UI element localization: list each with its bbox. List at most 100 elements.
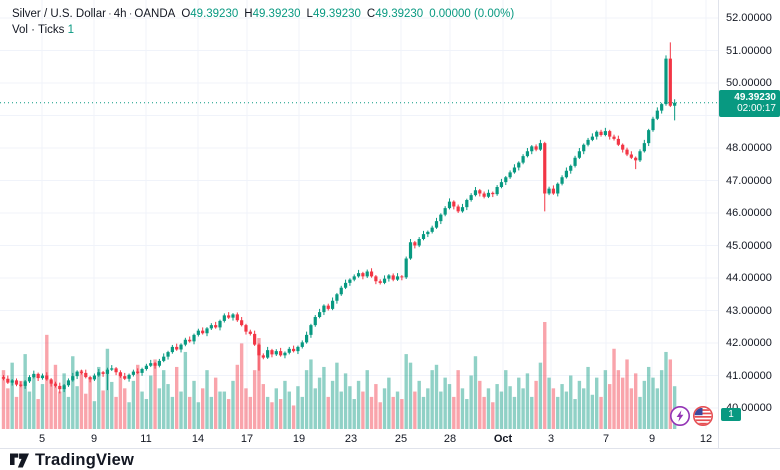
volume-bar: [382, 388, 387, 429]
candle-body: [140, 369, 144, 373]
volume-bar: [473, 356, 478, 429]
candle-body: [482, 193, 486, 197]
low-key: L: [306, 8, 313, 20]
candle-body: [335, 294, 339, 301]
volume-bar: [538, 362, 543, 429]
candle-body: [378, 281, 382, 283]
us-flag-event-icon[interactable]: [692, 405, 714, 427]
candle-body: [97, 372, 101, 376]
volume-bar: [196, 402, 201, 429]
volume-bar: [278, 399, 283, 429]
volume-bar: [356, 380, 361, 429]
candle-body: [391, 275, 395, 280]
volume-bar: [517, 377, 521, 429]
candle-body: [673, 102, 677, 106]
current-price-badge: 49.39230 02:00:17: [719, 89, 780, 117]
volume-bar: [508, 386, 512, 429]
candle-body: [322, 305, 326, 313]
volume-bar: [49, 380, 53, 429]
candle-body: [577, 151, 581, 158]
volume-bar: [114, 396, 118, 429]
volume-bar: [140, 391, 144, 429]
volume-bar: [300, 396, 304, 429]
volume-bar: [14, 396, 19, 429]
volume-bar: [88, 377, 92, 429]
volume-bar: [612, 348, 616, 429]
volume-bar: [40, 384, 45, 429]
price-axis-label: 41.00000: [726, 369, 772, 382]
candle-body: [84, 372, 88, 378]
volume-bar: [577, 380, 582, 429]
candle-body: [231, 314, 235, 318]
time-axis-label: 14: [191, 433, 205, 445]
volume-bar: [127, 402, 131, 429]
volume-bar: [66, 396, 71, 429]
volume-bar: [642, 380, 647, 429]
close-value: 49.39230: [375, 8, 424, 20]
volume-bar: [460, 388, 465, 429]
candle-body: [110, 368, 114, 370]
candle-body: [348, 279, 352, 283]
volume-bar: [136, 364, 140, 429]
candle-body: [560, 177, 564, 184]
volume-bar: [633, 373, 638, 429]
volume-bar: [590, 394, 595, 429]
volume-bar: [625, 359, 629, 429]
candle-body: [101, 372, 105, 374]
interval-label[interactable]: 4h: [113, 8, 127, 20]
volume-bar: [218, 391, 222, 429]
time-axis-label: 11: [140, 433, 152, 445]
volume-bar: [209, 396, 214, 429]
tradingview-logo[interactable]: TradingView: [10, 451, 134, 470]
candle-body: [170, 346, 174, 353]
volume-bar: [326, 396, 330, 429]
symbol-legend-row[interactable]: Silver / U.S. Dollar · 4h · OANDA O49.39230 H4…: [12, 7, 514, 21]
volume-bar: [629, 388, 634, 429]
time-axis-label: 17: [240, 433, 254, 445]
economic-event-icon[interactable]: [669, 405, 691, 427]
candle-body: [58, 385, 62, 390]
candle-body: [365, 271, 369, 277]
volume-bar: [603, 370, 608, 429]
volume-bar: [265, 396, 270, 429]
candle-body: [430, 227, 434, 232]
volume-bar: [157, 388, 162, 429]
candle-body: [543, 143, 547, 194]
candle-body: [504, 177, 508, 183]
candle-body: [36, 373, 40, 379]
candle-body: [426, 231, 430, 235]
volume-bar: [525, 373, 530, 429]
candle-body: [374, 276, 378, 282]
volume-bar: [131, 380, 136, 429]
exchange-label[interactable]: OANDA: [134, 8, 176, 20]
volume-bar: [352, 399, 356, 429]
symbol-title[interactable]: Silver / U.S. Dollar: [12, 8, 106, 20]
volume-bar: [222, 391, 227, 429]
volume-indicator-label[interactable]: Vol · Ticks: [12, 24, 65, 36]
volume-legend-row[interactable]: Vol · Ticks 1: [12, 23, 514, 37]
volume-bar: [426, 388, 430, 429]
candle-body: [209, 325, 213, 329]
candle-body: [582, 144, 586, 152]
volume-bar: [58, 391, 62, 429]
candle-body: [313, 317, 317, 326]
volume-bar: [1, 370, 6, 429]
time-axis-label: Oct: [493, 433, 513, 445]
candle-body: [443, 208, 447, 215]
candle-body: [196, 330, 200, 335]
volume-bar: [421, 396, 426, 429]
candle-body: [330, 300, 335, 309]
candle-body: [136, 371, 140, 373]
volume-bar: [620, 377, 625, 429]
volume-bar: [443, 377, 447, 429]
candle-body: [1, 377, 6, 379]
volume-bar: [274, 388, 278, 429]
candle-body: [551, 188, 556, 194]
candle-body: [417, 239, 421, 246]
candle-body: [201, 330, 205, 334]
volume-bar: [668, 359, 673, 429]
candle-body: [495, 187, 499, 195]
volume-bar: [452, 396, 456, 429]
volume-bar: [521, 388, 525, 429]
